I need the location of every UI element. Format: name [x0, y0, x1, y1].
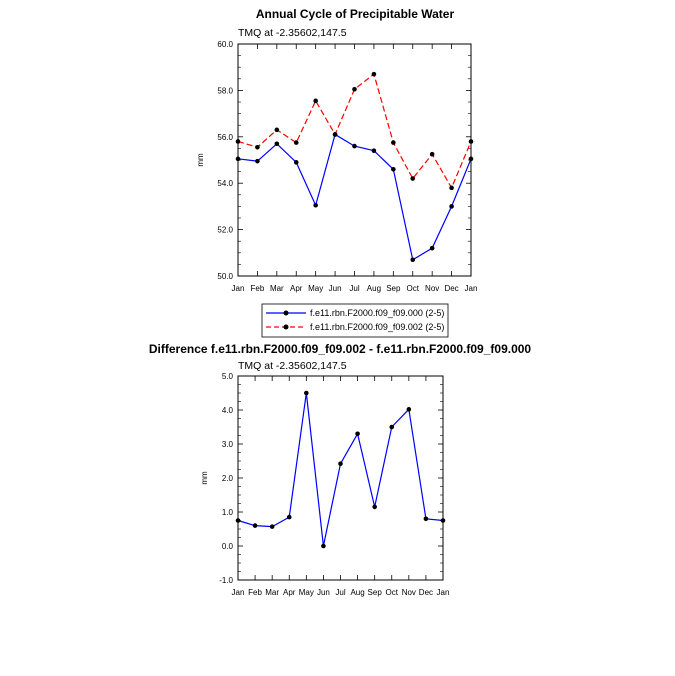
chart1-point-1	[391, 140, 396, 145]
chart1-point-0	[274, 141, 280, 147]
legend-marker-red	[283, 324, 289, 330]
chart2-xtick-label: Nov	[402, 588, 416, 597]
chart2-ytick-label: 1.0	[222, 508, 234, 517]
chart1-xtick-label: Aug	[367, 284, 381, 293]
chart1-point-1	[235, 139, 241, 144]
chart2-xtick-label: Sep	[368, 588, 383, 597]
chart1-point-1	[274, 127, 280, 133]
chart1-xtick-label: Feb	[251, 284, 265, 293]
chart1-point-0	[429, 245, 435, 251]
chart2-point-0	[372, 504, 377, 510]
chart1-ytick-label: 58.0	[217, 86, 233, 95]
chart2-subtitle: TMQ at -2.35602,147.5	[238, 360, 347, 372]
chart2-point-0	[321, 543, 326, 549]
legend-label-series2: f.e11.rbn.F2000.f09_f09.002 (2-5)	[310, 322, 444, 332]
chart1-ytick-label: 50.0	[217, 272, 233, 281]
chart2-point-0	[304, 390, 309, 396]
chart1-point-0	[371, 148, 377, 154]
chart2-xtick-label: Feb	[248, 588, 262, 597]
chart2-ytick-label: -1.0	[219, 576, 233, 585]
chart1-point-0	[235, 156, 241, 162]
chart2-xtick-label: Apr	[283, 588, 296, 597]
chart2-point-0	[440, 518, 446, 523]
legend-label-series1: f.e11.rbn.F2000.f09_f09.000 (2-5)	[310, 308, 444, 318]
chart2-point-0	[269, 524, 275, 529]
chart2-plot-frame	[237, 375, 444, 581]
chart1-point-1	[352, 86, 357, 92]
chart2-series-line-0	[237, 392, 444, 547]
chart2-ytick-label: 2.0	[222, 474, 234, 483]
chart1-point-1	[468, 139, 474, 144]
chart2-xtick-label: May	[299, 588, 314, 597]
chart1-point-0	[410, 257, 416, 263]
chart1-xtick-label: Apr	[290, 284, 303, 293]
chart1-ytick-label: 60.0	[217, 40, 233, 49]
chart1-ylabel: mm	[196, 153, 205, 167]
chart1-point-1	[449, 185, 454, 191]
chart2-ytick-label: 3.0	[222, 440, 234, 449]
chart1-point-0	[352, 143, 357, 149]
chart2-xtick-label: Oct	[386, 588, 399, 597]
chart1-point-1	[371, 71, 377, 77]
chart1-xtick-label: May	[308, 284, 323, 293]
chart2-point-0	[406, 407, 412, 412]
chart1-xtick-label: Jun	[329, 284, 342, 293]
chart1-point-1	[293, 140, 299, 145]
chart2-xtick-label: Jul	[335, 588, 345, 597]
chart1-ytick-label: 52.0	[217, 226, 233, 235]
chart1-point-1	[255, 144, 260, 150]
chart1-point-1	[332, 132, 338, 137]
chart1-point-1	[410, 176, 416, 181]
chart1-series-line-0	[237, 133, 472, 261]
chart2-ylabel: mm	[200, 471, 209, 485]
chart1-title: Annual Cycle of Precipitable Water	[256, 7, 455, 21]
chart2-point-0	[338, 461, 343, 467]
chart1-xtick-label: Jan	[465, 284, 478, 293]
chart2-point-0	[252, 523, 258, 528]
chart2-point-0	[423, 516, 429, 522]
chart1-xtick-label: Nov	[425, 284, 439, 293]
chart2-point-0	[355, 431, 360, 437]
chart1-point-0	[313, 202, 318, 208]
chart1-xtick-label: Mar	[270, 284, 284, 293]
chart1-point-1	[313, 98, 318, 104]
chart1-point-0	[293, 160, 299, 165]
chart1-ytick-label: 56.0	[217, 133, 233, 142]
chart2-ytick-label: 0.0	[222, 542, 234, 551]
chart2-point-0	[235, 518, 241, 523]
chart2-xtick-label: Dec	[419, 588, 433, 597]
chart2-ytick-label: 4.0	[222, 406, 234, 415]
chart2-xtick-label: Jun	[317, 588, 330, 597]
chart1-point-0	[449, 204, 454, 209]
chart1-point-0	[255, 158, 260, 164]
legend-marker-blue	[283, 310, 289, 316]
chart2-point-0	[389, 424, 395, 430]
chart2-point-0	[286, 514, 292, 520]
chart2-xtick-label: Jan	[232, 588, 245, 597]
chart2-xtick-label: Mar	[265, 588, 279, 597]
chart1-point-0	[391, 166, 396, 172]
chart2-title: Difference f.e11.rbn.F2000.f09_f09.002 -…	[149, 342, 532, 356]
chart2-xtick-label: Aug	[350, 588, 364, 597]
chart1-xtick-label: Dec	[444, 284, 458, 293]
chart1-point-0	[468, 156, 474, 162]
chart1-xtick-label: Jan	[232, 284, 245, 293]
chart1-xtick-label: Sep	[386, 284, 401, 293]
chart2-ytick-label: 5.0	[222, 372, 234, 381]
chart1-xtick-label: Jul	[349, 284, 359, 293]
chart1-legend-box	[261, 303, 449, 338]
chart1-point-1	[429, 151, 435, 157]
chart1-subtitle: TMQ at -2.35602,147.5	[238, 27, 347, 39]
chart1-xtick-label: Oct	[407, 284, 420, 293]
chart1-ytick-label: 54.0	[217, 179, 233, 188]
chart2-xtick-label: Jan	[437, 588, 450, 597]
